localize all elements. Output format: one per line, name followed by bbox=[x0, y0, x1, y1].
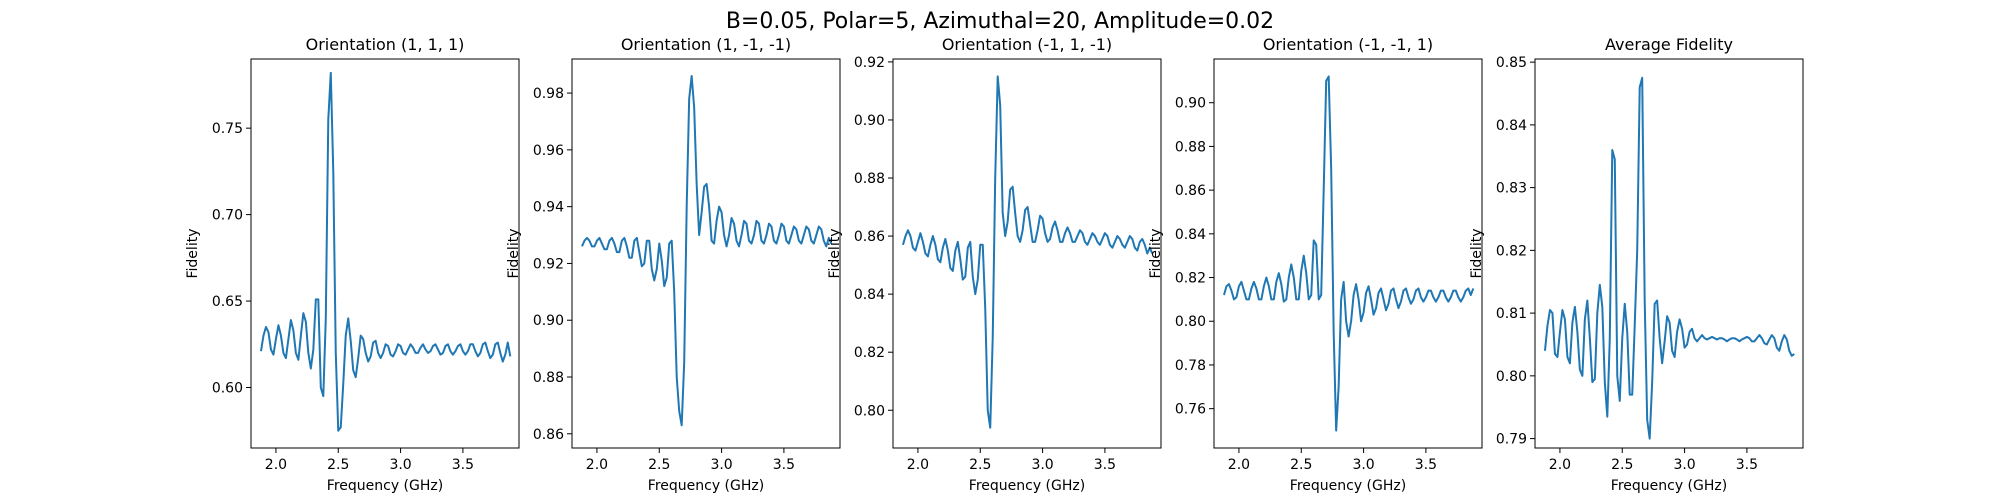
plot-area bbox=[571, 58, 841, 449]
y-axis-label: Fidelity bbox=[1148, 229, 1164, 279]
series-line bbox=[1543, 76, 1795, 440]
subplot-3: Orientation (-1, 1, -1) 2.0 2.5 3.0 3.5 0.80 0… bbox=[827, 35, 1162, 494]
x-tick-label: 3.0 bbox=[1673, 457, 1695, 473]
y-tick-label: 0.79 bbox=[1496, 432, 1527, 448]
y-tick-label: 0.84 bbox=[1496, 118, 1527, 134]
y-axis-label: Fidelity bbox=[506, 229, 522, 279]
y-tick-label: 0.94 bbox=[533, 200, 564, 216]
x-tick-label: 2.5 bbox=[1290, 457, 1312, 473]
x-tick-label: 2.5 bbox=[648, 457, 670, 473]
y-tick-label: 0.88 bbox=[533, 370, 564, 386]
subplot-title: Orientation (1, 1, 1) bbox=[306, 35, 465, 54]
subplot-title: Orientation (1, -1, -1) bbox=[621, 35, 791, 54]
y-tick-label: 0.85 bbox=[1496, 55, 1527, 71]
y-tick-label: 0.60 bbox=[212, 380, 243, 396]
y-tick-label: 0.80 bbox=[1175, 314, 1206, 330]
y-tick-label: 0.96 bbox=[533, 143, 564, 159]
x-tick-label: 3.5 bbox=[1094, 457, 1116, 473]
y-tick-label: 0.90 bbox=[1175, 96, 1206, 112]
y-tick-label: 0.92 bbox=[854, 55, 885, 71]
series-line bbox=[581, 75, 833, 427]
subplot-1: Orientation (1, 1, 1) 2.0 2.5 3.0 3.5 0.60 0.6… bbox=[185, 35, 520, 494]
y-tick-label: 0.86 bbox=[854, 229, 885, 245]
plot-area bbox=[1534, 58, 1804, 449]
y-tick-label: 0.98 bbox=[533, 86, 564, 102]
y-tick-label: 0.75 bbox=[212, 121, 243, 137]
x-tick-label: 2.0 bbox=[265, 457, 287, 473]
y-tick-label: 0.88 bbox=[1175, 139, 1206, 155]
y-tick-label: 0.84 bbox=[1175, 227, 1206, 243]
x-tick-label: 2.5 bbox=[969, 457, 991, 473]
series-line bbox=[259, 71, 512, 432]
y-tick-label: 0.80 bbox=[854, 403, 885, 419]
y-tick-label: 0.90 bbox=[854, 113, 885, 129]
plot-area bbox=[250, 58, 520, 449]
x-axis-label: Frequency (GHz) bbox=[1290, 478, 1406, 494]
subplot-5: Average Fidelity 2.0 2.5 3.0 3.5 0.79 0.80 0.81… bbox=[1469, 35, 1804, 494]
y-tick-label: 0.82 bbox=[854, 345, 885, 361]
x-tick-label: 3.5 bbox=[773, 457, 795, 473]
subplot-grid: Orientation (1, 1, 1) 2.0 2.5 3.0 3.5 0.60 0.6… bbox=[185, 35, 1804, 494]
y-tick-label: 0.86 bbox=[1175, 183, 1206, 199]
x-tick-label: 3.0 bbox=[710, 457, 732, 473]
x-axis-label: Frequency (GHz) bbox=[327, 478, 443, 494]
y-tick-label: 0.76 bbox=[1175, 402, 1206, 418]
x-tick-label: 2.0 bbox=[907, 457, 929, 473]
y-tick-label: 0.70 bbox=[212, 208, 243, 224]
series-line bbox=[1223, 75, 1475, 432]
y-tick-label: 0.82 bbox=[1496, 243, 1527, 259]
y-tick-label: 0.80 bbox=[1496, 369, 1527, 385]
y-tick-label: 0.88 bbox=[854, 171, 885, 187]
y-tick-label: 0.65 bbox=[212, 294, 243, 310]
y-tick-label: 0.84 bbox=[854, 287, 885, 303]
y-tick-label: 0.90 bbox=[533, 313, 564, 329]
y-tick-label: 0.86 bbox=[533, 427, 564, 443]
subplot-title: Orientation (-1, 1, -1) bbox=[942, 35, 1112, 54]
x-axis-label: Frequency (GHz) bbox=[969, 478, 1085, 494]
series-line bbox=[902, 75, 1154, 429]
y-tick-label: 0.83 bbox=[1496, 181, 1527, 197]
figure-suptitle: B=0.05, Polar=5, Azimuthal=20, Amplitude… bbox=[726, 9, 1274, 34]
y-tick-label: 0.92 bbox=[533, 256, 564, 272]
x-axis-label: Frequency (GHz) bbox=[648, 478, 764, 494]
y-axis-label: Fidelity bbox=[185, 229, 201, 279]
y-axis-label: Fidelity bbox=[827, 229, 843, 279]
subplot-2: Orientation (1, -1, -1) 2.0 2.5 3.0 3.5 0.86 0… bbox=[506, 35, 841, 494]
x-tick-label: 2.5 bbox=[327, 457, 349, 473]
subplot-4: Orientation (-1, -1, 1) 2.0 2.5 3.0 3.5 0.76 0… bbox=[1148, 35, 1483, 494]
x-tick-label: 2.0 bbox=[1549, 457, 1571, 473]
x-tick-label: 3.5 bbox=[1736, 457, 1758, 473]
y-axis-label: Fidelity bbox=[1469, 229, 1485, 279]
x-tick-label: 3.0 bbox=[1031, 457, 1053, 473]
x-tick-label: 2.5 bbox=[1611, 457, 1633, 473]
y-tick-label: 0.78 bbox=[1175, 358, 1206, 374]
x-tick-label: 2.0 bbox=[1228, 457, 1250, 473]
x-axis-label: Frequency (GHz) bbox=[1611, 478, 1727, 494]
plot-area bbox=[1213, 58, 1483, 449]
x-tick-label: 3.0 bbox=[389, 457, 411, 473]
plot-area bbox=[892, 58, 1162, 449]
y-tick-label: 0.82 bbox=[1175, 271, 1206, 287]
x-tick-label: 3.5 bbox=[452, 457, 474, 473]
y-tick-label: 0.81 bbox=[1496, 306, 1527, 322]
x-tick-label: 3.0 bbox=[1352, 457, 1374, 473]
x-tick-label: 2.0 bbox=[586, 457, 608, 473]
x-tick-label: 3.5 bbox=[1415, 457, 1437, 473]
subplot-title: Average Fidelity bbox=[1605, 35, 1733, 54]
subplot-title: Orientation (-1, -1, 1) bbox=[1263, 35, 1433, 54]
